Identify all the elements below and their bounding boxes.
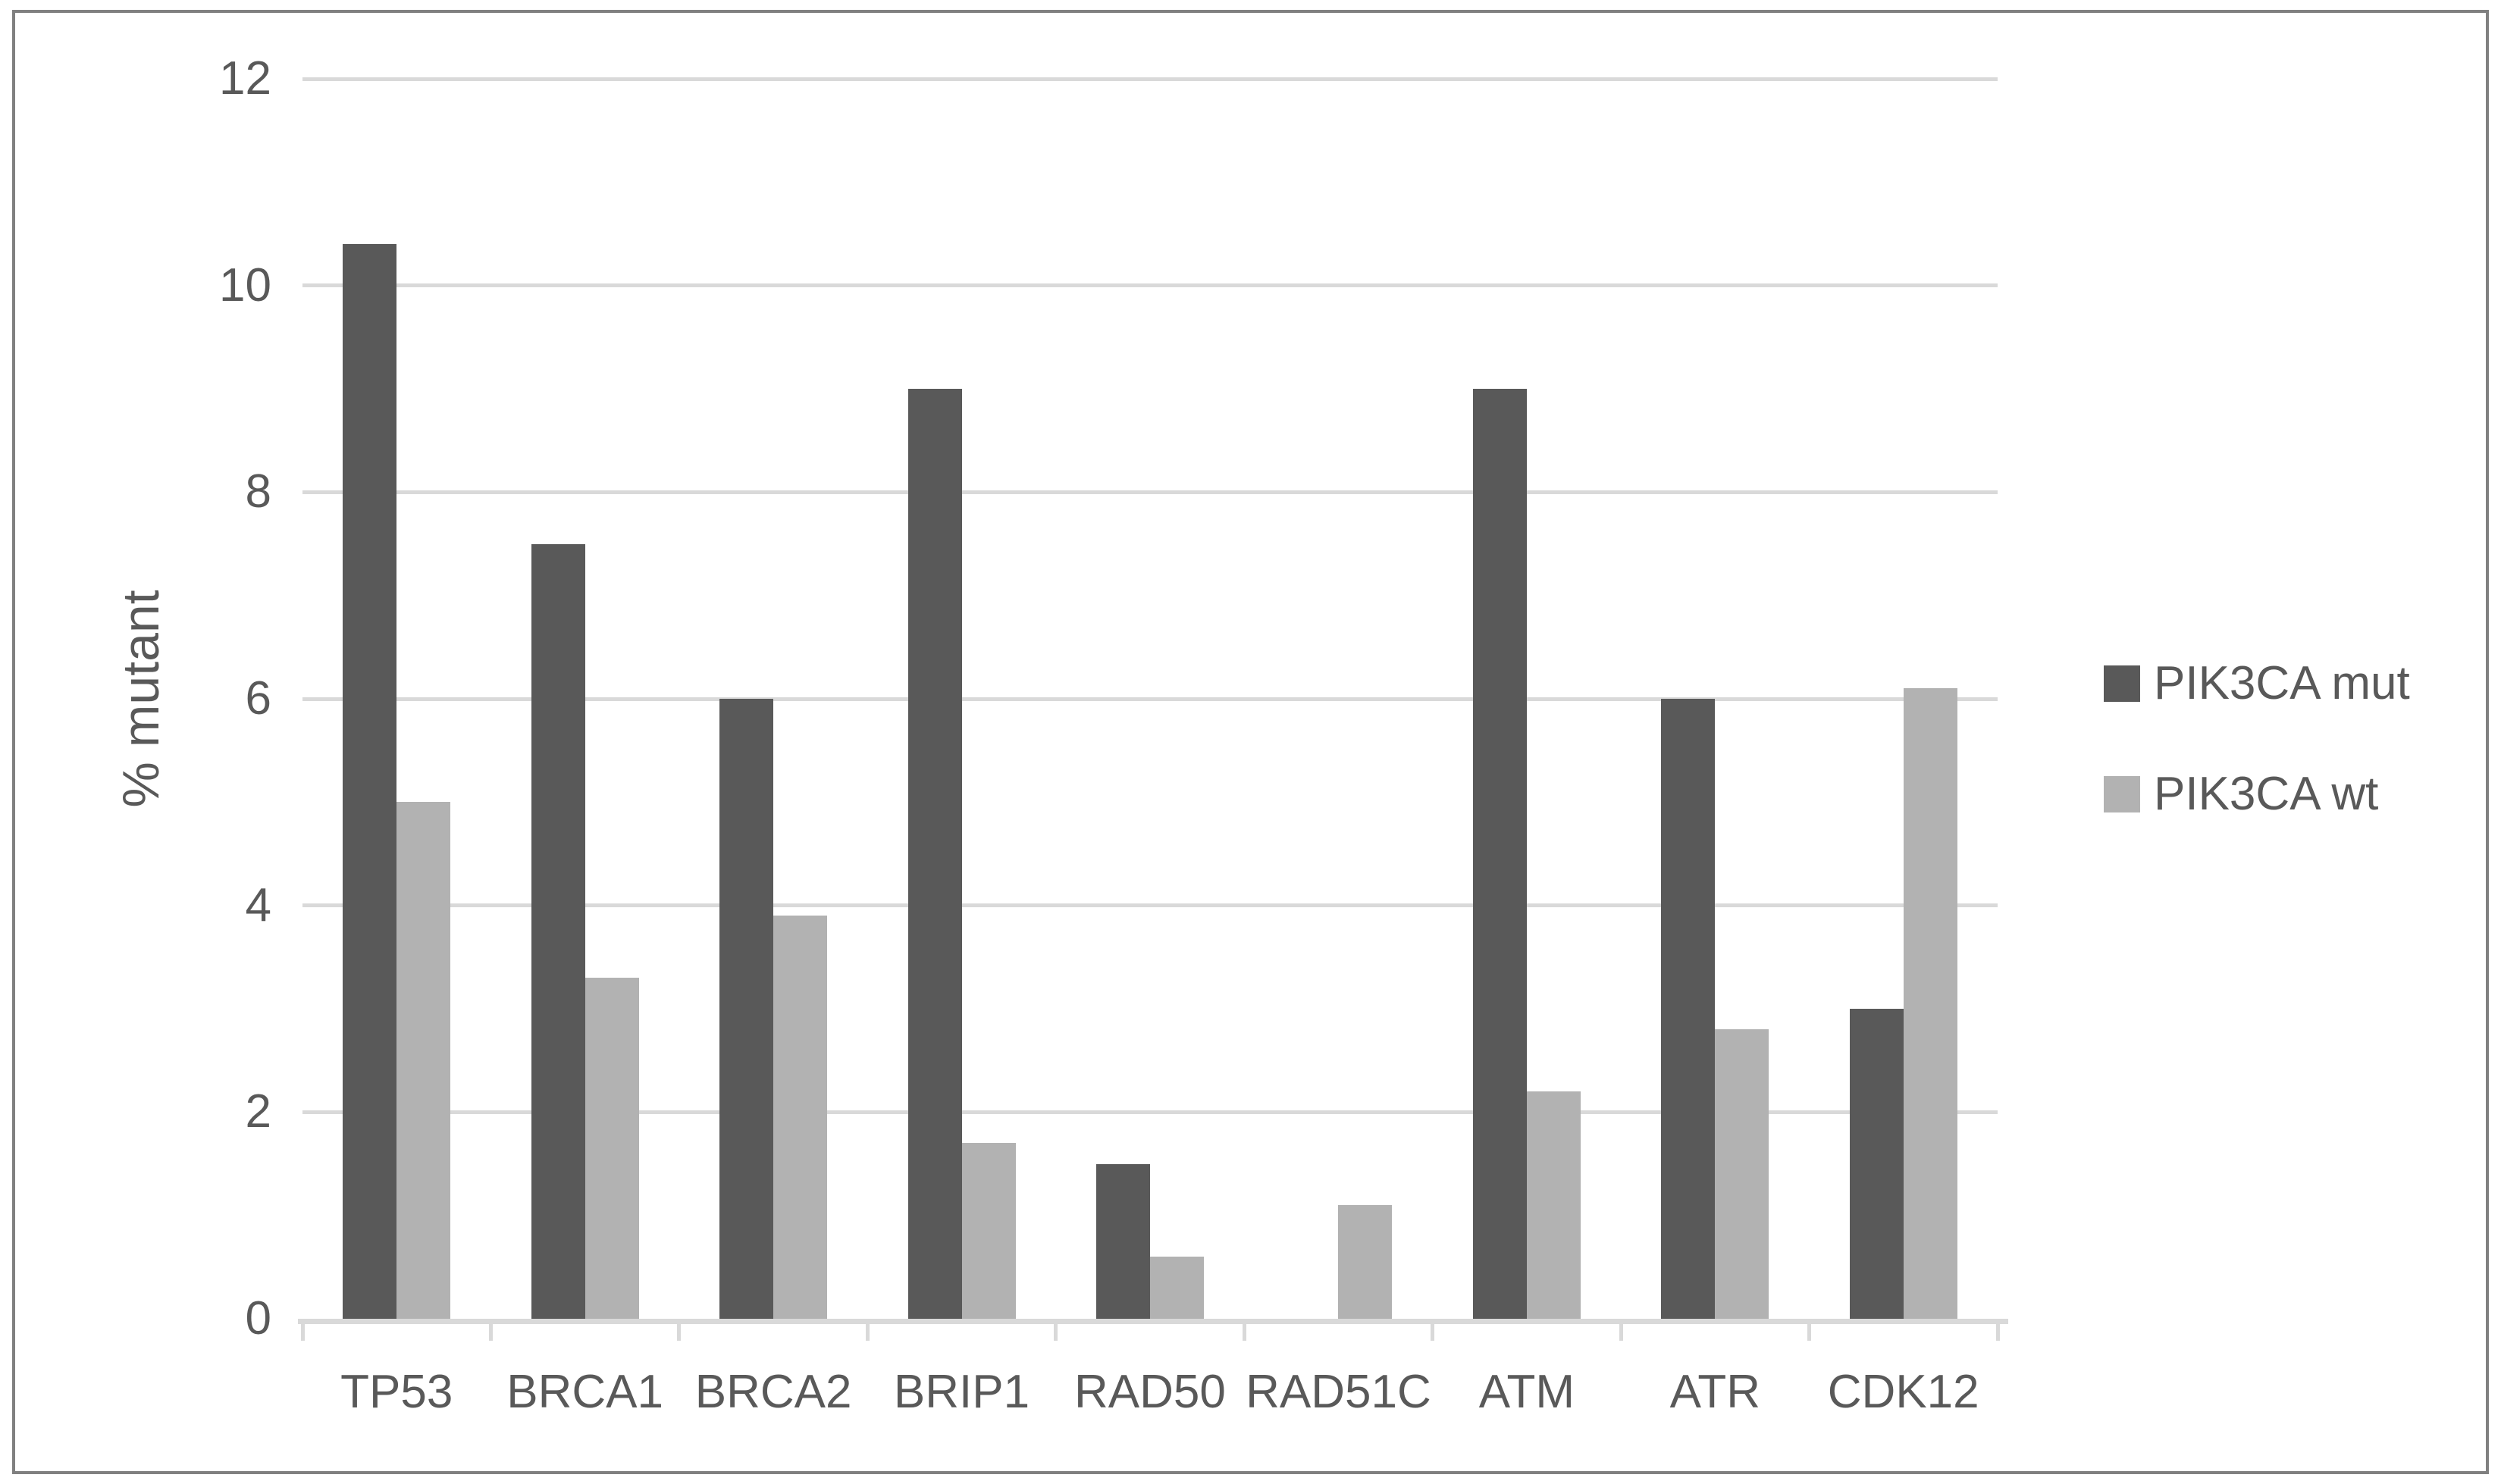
bar-atr-pik3ca-wt (1715, 1029, 1769, 1319)
gridline-y6 (302, 697, 1998, 701)
bar-brca1-pik3ca-wt (585, 978, 639, 1319)
bar-rad50-pik3ca-mut (1095, 1163, 1150, 1319)
x-axis-tick-mark (1807, 1319, 1812, 1341)
gridline-y8 (302, 490, 1998, 494)
legend-label: PIK3CA mut (2154, 657, 2410, 709)
gridline-y12 (302, 77, 1998, 81)
x-label-brca1: BRCA1 (506, 1366, 664, 1418)
bar-rad51c-pik3ca-wt (1338, 1205, 1393, 1319)
x-label-atm: ATM (1478, 1366, 1575, 1418)
x-axis-tick-mark (865, 1319, 870, 1341)
bar-atm-pik3ca-mut (1472, 389, 1527, 1319)
x-label-atr: ATR (1669, 1366, 1760, 1418)
bar-group-brip1 (867, 79, 1055, 1319)
x-axis-tick-mark (1619, 1319, 1623, 1341)
x-axis-tick-mark (1054, 1319, 1058, 1341)
x-axis-line (298, 1319, 2008, 1324)
bar-group-tp53 (302, 79, 490, 1319)
gridline-y2 (302, 1110, 1998, 1114)
bar-brca2-pik3ca-wt (773, 916, 828, 1319)
bar-group-atm (1433, 79, 1621, 1319)
gridline-y4 (302, 903, 1998, 908)
x-label-brip1: BRIP1 (893, 1366, 1030, 1418)
x-label-brca2: BRCA2 (694, 1366, 852, 1418)
y-tick-label-0: 0 (245, 1292, 271, 1345)
x-axis-category-labels: TP53 BRCA1 BRCA2 BRIP1 RAD50 RAD51C ATM ATR CDK1… (302, 1369, 1998, 1416)
legend-swatch-icon (2104, 776, 2140, 812)
bar-brca1-pik3ca-mut (531, 543, 585, 1319)
bar-group-rad51c (1244, 79, 1432, 1319)
x-label-tp53: TP53 (340, 1366, 453, 1418)
bar-group-cdk12 (1810, 79, 1998, 1319)
x-label-cdk12: CDK12 (1827, 1366, 1979, 1418)
y-tick-label-12: 12 (219, 52, 271, 105)
x-label-rad51c: RAD51C (1246, 1366, 1431, 1418)
bar-atm-pik3ca-wt (1526, 1091, 1581, 1319)
x-axis-tick-mark (488, 1319, 493, 1341)
bar-tp53-pik3ca-mut (343, 244, 397, 1319)
bar-atr-pik3ca-mut (1661, 699, 1716, 1319)
x-label-rad50: RAD50 (1074, 1366, 1226, 1418)
y-tick-label-2: 2 (245, 1085, 271, 1138)
x-axis-tick-mark (300, 1319, 305, 1341)
bar-brip1-pik3ca-mut (907, 389, 962, 1319)
x-axis-tick-mark (677, 1319, 682, 1341)
bar-groups (302, 79, 1998, 1319)
gridline-y10 (302, 283, 1998, 288)
x-axis-tick-mark (1431, 1319, 1435, 1341)
legend-item-pik3ca-mut: PIK3CA mut (2104, 660, 2410, 707)
legend-swatch-icon (2104, 665, 2140, 702)
legend-label: PIK3CA wt (2154, 768, 2379, 820)
y-tick-label-6: 6 (245, 672, 271, 725)
y-tick-label-10: 10 (219, 258, 271, 312)
bar-tp53-pik3ca-wt (396, 802, 451, 1319)
x-axis-tick-mark (1242, 1319, 1246, 1341)
plot-area (302, 77, 1998, 1319)
bar-group-atr (1621, 79, 1809, 1319)
bar-group-brca2 (679, 79, 867, 1319)
bar-group-rad50 (1056, 79, 1244, 1319)
bar-group-brca1 (490, 79, 679, 1319)
bar-brip1-pik3ca-wt (961, 1143, 1016, 1319)
bar-brca2-pik3ca-mut (719, 699, 774, 1319)
y-tick-label-8: 8 (245, 465, 271, 518)
x-axis-tick-mark (1995, 1319, 2000, 1341)
y-tick-label-4: 4 (245, 878, 271, 931)
legend-item-pik3ca-wt: PIK3CA wt (2104, 771, 2378, 818)
bar-cdk12-pik3ca-wt (1903, 688, 1957, 1319)
bar-cdk12-pik3ca-mut (1849, 1009, 1904, 1319)
bar-rad50-pik3ca-wt (1149, 1257, 1204, 1319)
